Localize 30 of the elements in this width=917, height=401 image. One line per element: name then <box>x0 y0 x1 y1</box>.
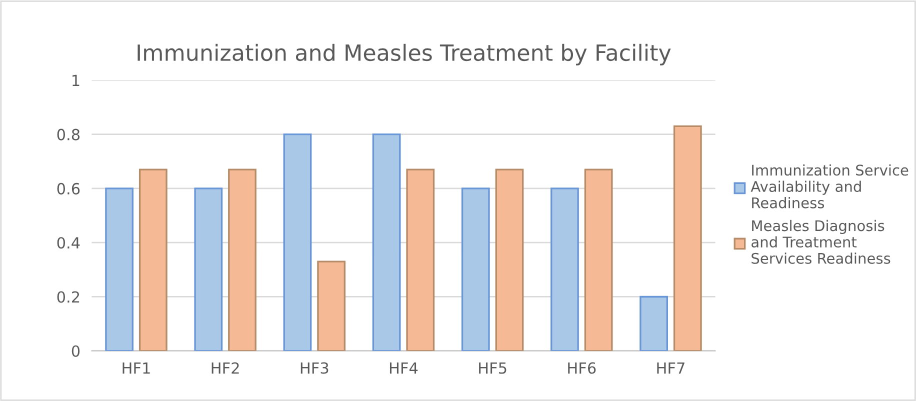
bar <box>194 188 223 351</box>
bar <box>461 188 490 351</box>
bar <box>673 125 702 351</box>
y-tick-label: 0.4 <box>57 237 80 249</box>
x-tick-label: HF5 <box>479 362 506 374</box>
bar <box>317 260 346 351</box>
x-tick-label: HF4 <box>390 362 418 374</box>
legend-label: Immunization Service Availability and Readiness <box>750 164 908 208</box>
legend-label: Measles Diagnosis and Treatment Services Readiness <box>752 220 890 264</box>
bar <box>584 168 613 351</box>
bar <box>550 188 579 351</box>
y-tick-label: 0.6 <box>57 182 80 194</box>
bar <box>228 168 256 351</box>
x-tick-label: HF3 <box>300 362 328 374</box>
y-tick-label: 1 <box>72 74 80 86</box>
bar <box>406 168 435 351</box>
x-tick-label: HF1 <box>122 362 150 374</box>
chart-title: Immunization and Measles Treatment by Facility <box>138 44 671 66</box>
y-tick-label: 0.2 <box>57 291 80 303</box>
x-tick-label: HF7 <box>657 362 684 374</box>
bar <box>495 168 524 351</box>
y-tick-label: 0.8 <box>57 128 80 140</box>
bar <box>105 188 134 351</box>
x-tick-label: HF2 <box>212 362 239 374</box>
y-tick-label: 0 <box>72 345 80 357</box>
bar <box>640 296 668 351</box>
bar <box>283 134 312 351</box>
x-tick-label: HF6 <box>568 362 596 374</box>
bar <box>138 168 168 351</box>
bar <box>372 134 401 351</box>
